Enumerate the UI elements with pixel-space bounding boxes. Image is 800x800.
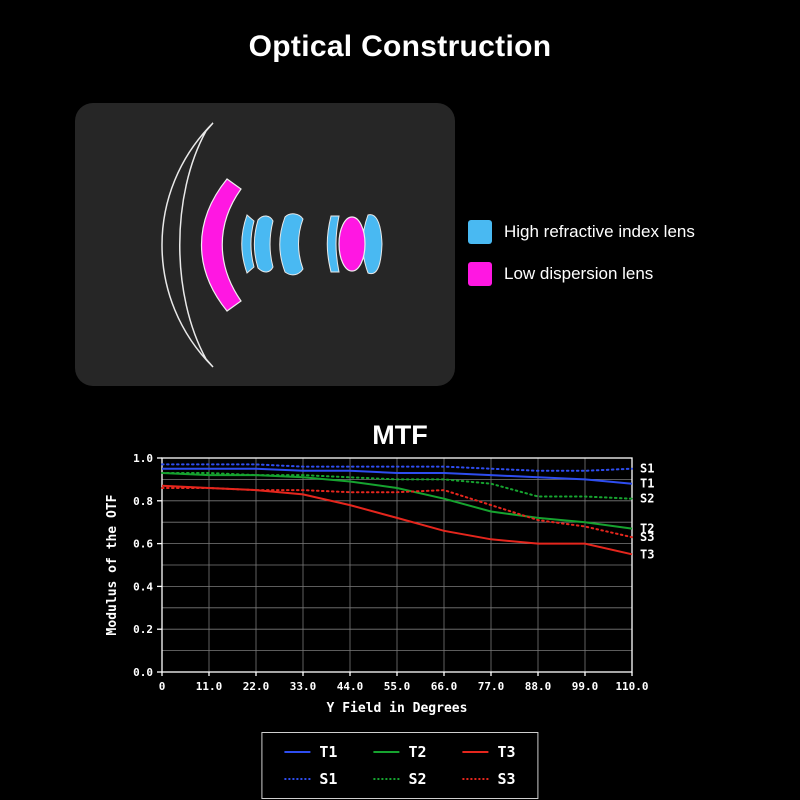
high-index-element-2	[253, 215, 274, 273]
mtf-chart-svg: 0.0 0.2 0.4 0.6 0.8 1.0 0 11.0 22.0 33.0 44.0 55.0 6…	[105, 452, 654, 716]
low-dispersion-color-swatch	[468, 262, 492, 286]
mtf-chart: 0.0 0.2 0.4 0.6 0.8 1.0 0 11.0 22.0 33.0 44.0 55.0 6…	[100, 446, 660, 718]
series-s1	[161, 463, 633, 472]
legend-label-s2: S2	[408, 770, 427, 788]
high-index-element-3	[279, 213, 304, 276]
mtf-chart-title: MTF	[372, 420, 428, 450]
lens-diagram-panel	[75, 103, 455, 386]
series-t1	[162, 467, 633, 485]
x-tick-label: 44.0	[337, 680, 364, 693]
series-t3	[161, 484, 633, 556]
low-dispersion-label: Low dispersion lens	[504, 264, 654, 283]
legend-line-s1	[284, 778, 311, 780]
x-tick-label: 33.0	[290, 680, 317, 693]
x-tick-label: 11.0	[196, 680, 223, 693]
y-tick-label: 0.8	[133, 495, 153, 508]
lens-diagram	[161, 122, 383, 368]
legend-item-t2: T2	[373, 743, 427, 761]
high-index-color-swatch	[468, 220, 492, 244]
series-label-t1: T1	[640, 477, 654, 491]
series-label-t3: T3	[640, 547, 654, 561]
lens-legend-item-low-dispersion: Low dispersion lens	[468, 262, 695, 286]
low-dispersion-element-1	[201, 178, 242, 312]
mtf-curve-legend: T1 T2 T3 S1 S2 S3	[261, 732, 539, 799]
legend-label-s3: S3	[497, 770, 516, 788]
high-index-element-5	[362, 214, 383, 275]
series-label-s2: S2	[640, 492, 654, 506]
x-tick-label: 77.0	[478, 680, 505, 693]
x-tick-label: 110.0	[615, 680, 648, 693]
series-s2	[161, 472, 633, 500]
legend-item-t1: T1	[284, 743, 337, 761]
legend-line-t3	[462, 751, 489, 753]
y-tick-label: 1.0	[133, 452, 153, 465]
legend-line-t1	[284, 751, 311, 753]
legend-label-s1: S1	[319, 770, 338, 788]
page-title: Optical Construction	[248, 30, 552, 63]
high-index-element-4	[326, 215, 340, 273]
legend-item-t3: T3	[462, 743, 516, 761]
legend-line-t2	[373, 751, 400, 753]
series-label-s1: S1	[640, 462, 654, 476]
lens-legend-item-high-index: High refractive index lens	[468, 220, 695, 244]
high-index-label: High refractive index lens	[504, 222, 695, 241]
legend-item-s1: S1	[284, 770, 337, 788]
low-dispersion-element-2	[338, 216, 366, 272]
series-s3	[161, 487, 633, 539]
y-tick-label: 0.4	[133, 580, 153, 593]
x-tick-label: 99.0	[572, 680, 599, 693]
front-element-outline	[161, 122, 214, 368]
x-tick-label: 0	[159, 680, 166, 693]
legend-item-s2: S2	[373, 770, 427, 788]
high-index-element-1	[241, 214, 255, 274]
y-axis-label: Modulus of the OTF	[105, 494, 120, 635]
legend-label-t3: T3	[497, 743, 516, 761]
legend-label-t1: T1	[319, 743, 338, 761]
legend-item-s3: S3	[462, 770, 516, 788]
series-label-s3: S3	[640, 530, 654, 544]
y-tick-label: 0.2	[133, 623, 153, 636]
legend-label-t2: T2	[408, 743, 427, 761]
y-tick-label: 0.6	[133, 538, 153, 551]
x-tick-label: 55.0	[384, 680, 411, 693]
series-label-t2: T2	[640, 522, 654, 536]
x-axis-label: Y Field in Degrees	[327, 701, 468, 716]
x-tick-label: 66.0	[431, 680, 458, 693]
x-tick-label: 88.0	[525, 680, 552, 693]
legend-line-s3	[462, 778, 489, 780]
x-tick-label: 22.0	[243, 680, 270, 693]
series-t2	[161, 472, 633, 530]
lens-legend: High refractive index lens Low dispersio…	[468, 220, 695, 304]
y-tick-label: 0.0	[133, 666, 153, 679]
legend-line-s2	[373, 778, 400, 780]
